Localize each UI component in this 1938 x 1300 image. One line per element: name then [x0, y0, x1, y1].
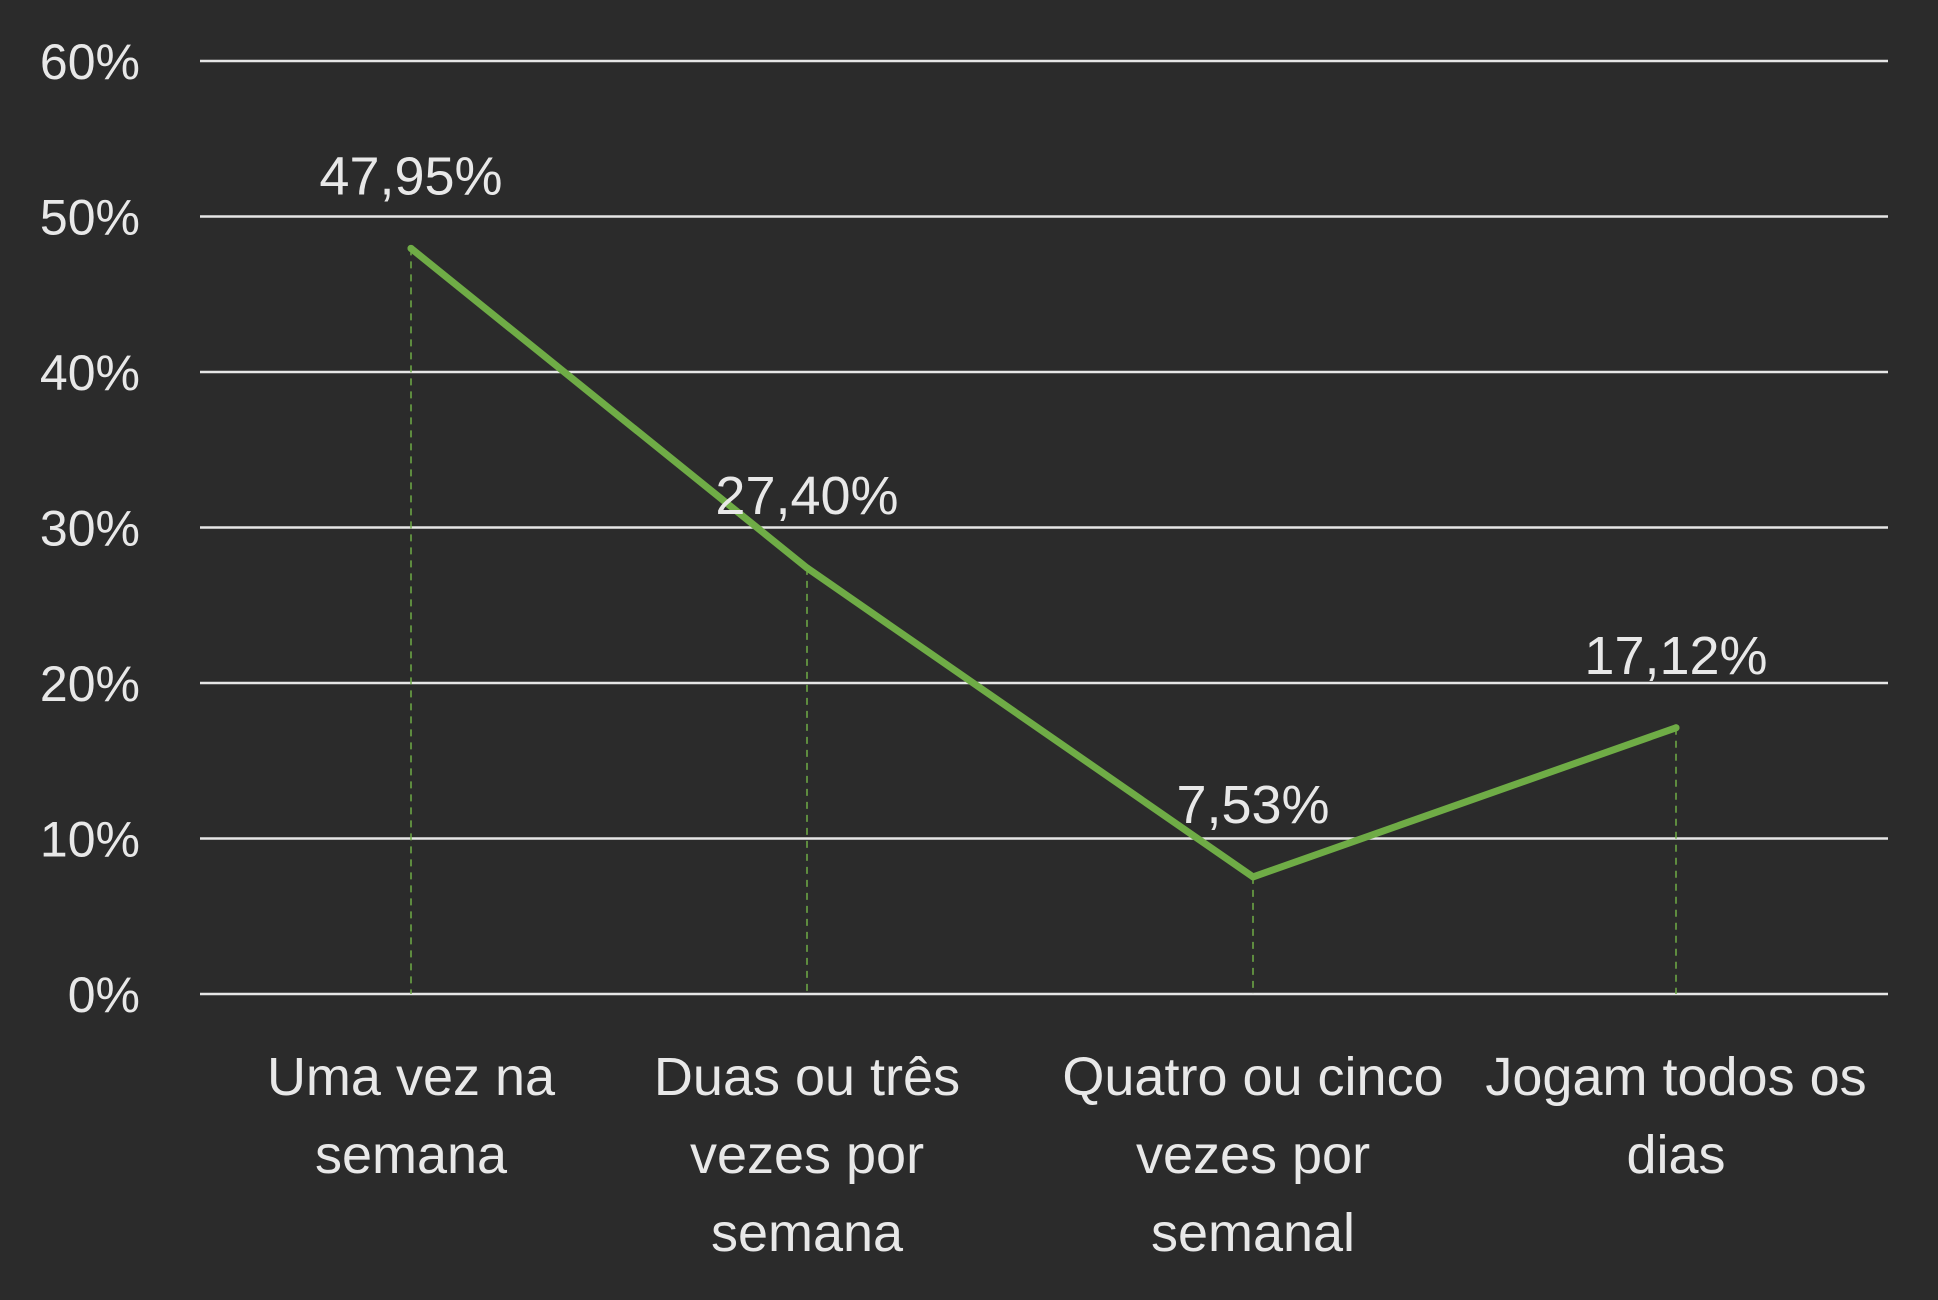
data-point: [1249, 873, 1257, 881]
x-category-label: Duas ou três: [654, 1047, 960, 1107]
y-axis-tick-labels: 0% 10% 20% 30% 40% 50% 60%: [40, 34, 140, 1023]
y-tick-label: 60%: [40, 34, 140, 90]
data-label: 7,53%: [1176, 775, 1329, 835]
y-tick-label: 30%: [40, 501, 140, 557]
series-line-layer: [407, 244, 1680, 881]
x-category-label: Jogam todos os: [1485, 1047, 1866, 1107]
y-tick-label: 10%: [40, 812, 140, 868]
x-category-label: vezes por: [690, 1125, 924, 1185]
data-labels: 47,95% 27,40% 7,53% 17,12%: [319, 146, 1767, 835]
y-tick-label: 40%: [40, 345, 140, 401]
drop-lines: [410, 248, 1677, 994]
y-tick-label: 20%: [40, 656, 140, 712]
data-point: [803, 564, 811, 572]
x-category-label: vezes por: [1136, 1125, 1370, 1185]
x-category-label: Quatro ou cinco: [1062, 1047, 1443, 1107]
gridlines: [200, 59, 1888, 996]
data-point: [1672, 724, 1680, 732]
y-tick-label: 0%: [68, 967, 140, 1023]
data-label: 27,40%: [715, 466, 898, 526]
x-category-label: semana: [315, 1125, 508, 1185]
data-label: 17,12%: [1584, 626, 1767, 686]
x-category-label: dias: [1626, 1125, 1725, 1185]
x-category-label: Uma vez na: [267, 1047, 556, 1107]
x-category-label: semana: [711, 1203, 904, 1263]
data-point: [407, 244, 415, 252]
series-line: [407, 244, 1680, 881]
x-category-label: semanal: [1151, 1203, 1355, 1263]
data-label: 47,95%: [319, 146, 502, 206]
y-tick-label: 50%: [40, 190, 140, 246]
x-axis-category-labels: Uma vez na semana Duas ou três vezes por sem…: [267, 1047, 1867, 1263]
